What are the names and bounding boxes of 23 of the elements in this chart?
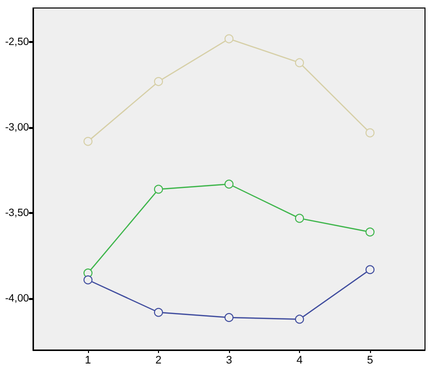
x-tick-label: 2	[155, 354, 162, 366]
y-tick-label: -3,50	[5, 207, 30, 220]
point	[224, 313, 234, 322]
point	[295, 58, 304, 68]
x-tick-label: 4	[296, 354, 303, 366]
point	[366, 128, 375, 138]
y-tick-label: -2,50	[5, 36, 30, 48]
point	[154, 308, 163, 317]
point	[224, 34, 234, 44]
point	[84, 275, 92, 284]
x-tick-label: 5	[366, 354, 374, 366]
point	[224, 180, 234, 189]
point	[84, 136, 92, 146]
point	[295, 214, 304, 223]
x-tick-label: 1	[84, 354, 92, 366]
point	[154, 77, 163, 86]
x-tick-label: 3	[226, 354, 232, 366]
y-tick-label: -3,00	[5, 122, 30, 134]
point	[154, 184, 163, 194]
point	[295, 314, 304, 324]
y-tick-label: -4,00	[5, 292, 30, 305]
point	[366, 228, 375, 237]
point	[366, 265, 375, 274]
